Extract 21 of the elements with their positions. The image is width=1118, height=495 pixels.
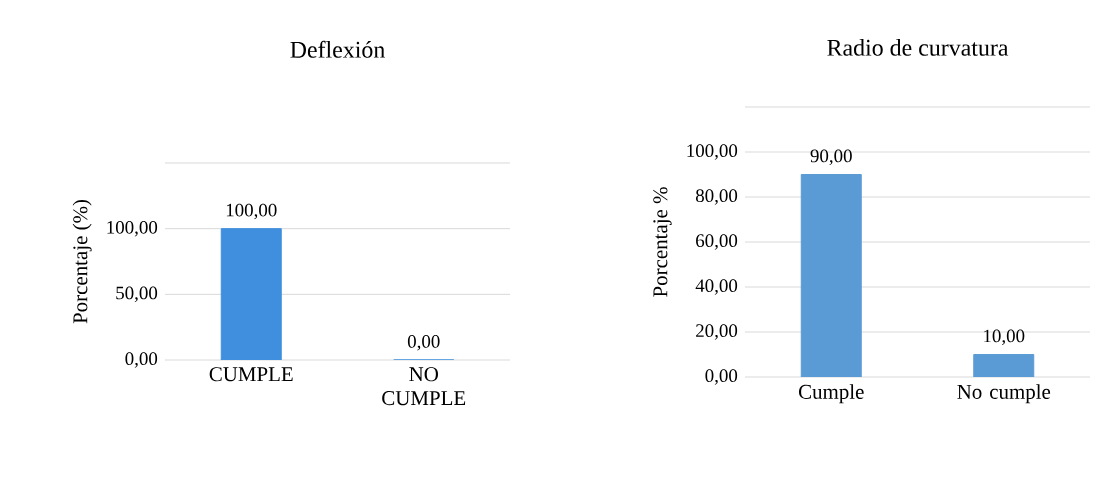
- data-label: 90,00: [810, 149, 852, 166]
- data-label: 0,00: [407, 335, 440, 351]
- y-tick-label: 0,00: [705, 369, 738, 385]
- data-label: 100,00: [226, 203, 277, 220]
- y-axis-title: Porcentaje (%): [72, 199, 92, 324]
- y-tick-label: 20,00: [696, 324, 738, 340]
- data-label: 10,00: [984, 329, 1025, 346]
- y-tick-label: 100,00: [107, 220, 158, 237]
- y-tick-label: 0,00: [125, 352, 158, 368]
- y-axis-title: Porcentaje %: [653, 187, 672, 297]
- x-tick-label: CUMPLE: [209, 367, 293, 382]
- y-tick-label: 50,00: [116, 286, 158, 303]
- x-tick-label: No cumple: [957, 384, 1051, 404]
- x-tick-label: Cumple: [798, 384, 864, 404]
- chart-title: Deflexión: [290, 40, 385, 58]
- chart-title: Radio de curvatura: [827, 39, 1009, 56]
- x-tick-label: NO CUMPLE: [382, 367, 466, 406]
- y-tick-label: 100,00: [687, 144, 738, 160]
- y-tick-label: 60,00: [696, 234, 738, 250]
- y-tick-label: 40,00: [695, 279, 738, 295]
- y-tick-label: 80,00: [695, 189, 738, 205]
